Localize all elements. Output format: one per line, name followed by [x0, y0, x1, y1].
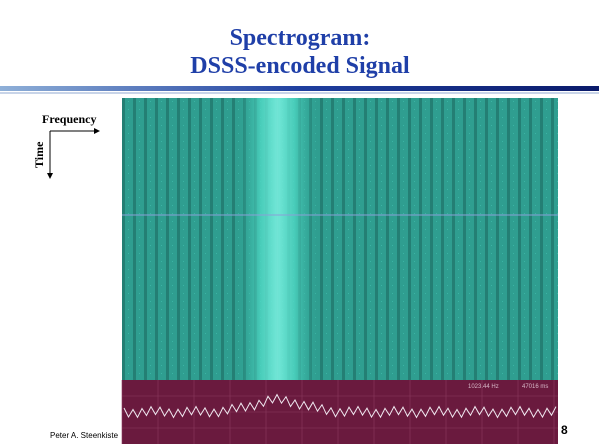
- title-line: Spectrogram:: [230, 25, 371, 51]
- arrow-head: [94, 128, 100, 134]
- arrow-head: [47, 173, 53, 179]
- title-rule-shadow: [0, 92, 599, 94]
- page: Spectrogram slide html, body { margin: 0…: [0, 0, 599, 444]
- slide: Spectrogram: DSSS-encoded Signal 1023.44…: [0, 0, 599, 444]
- footer-author: Peter A. Steenkiste: [50, 431, 119, 440]
- page-number: 8: [561, 423, 568, 437]
- frequency-readout: 1023.44 Hz: [468, 384, 499, 390]
- spectrogram: [122, 98, 558, 380]
- body: {"header": {"title_line1": "Spectrogram:…: [0, 0, 599, 444]
- time-label: Time: [32, 141, 46, 168]
- time-readout: 47016 ms: [522, 384, 548, 390]
- title-line: DSSS-encoded Signal: [190, 53, 410, 79]
- signal-band: [235, 98, 320, 380]
- frequency-label: Frequency: [42, 112, 96, 126]
- title-rule: [0, 86, 599, 91]
